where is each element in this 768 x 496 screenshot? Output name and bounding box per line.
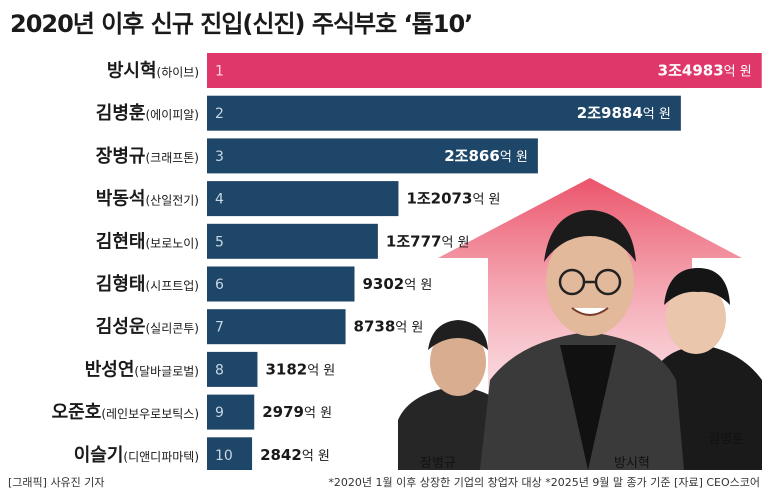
value-unit: 억 원 <box>500 150 528 165</box>
value-unit: 억 원 <box>441 235 469 250</box>
value-label: 1조777억 원 <box>386 232 470 250</box>
bar <box>207 223 378 259</box>
company-name: (레인보우로보틱스) <box>101 407 199 421</box>
person-name: 박동석 <box>96 189 146 210</box>
value-unit: 억 원 <box>395 321 423 336</box>
bar <box>207 95 681 131</box>
rank-label: 10 <box>215 448 233 464</box>
category-label: 방시혁(하이브) <box>107 60 199 82</box>
category-label: 김현태(보로노이) <box>96 231 199 252</box>
value-unit: 억 원 <box>643 107 671 122</box>
source: [자료] CEO스코어 <box>674 476 760 489</box>
person-name: 김성운 <box>96 317 146 338</box>
category-label: 이슬기(디앤디파마텍) <box>74 445 199 466</box>
photo-label-left: 장병규 <box>420 456 456 471</box>
category-label: 김형태(시프트업) <box>96 274 199 295</box>
bar <box>207 394 255 430</box>
category-label: 반성연(달바글로벌) <box>85 359 199 380</box>
bar <box>207 351 258 387</box>
category-label: 김병훈(에이피알) <box>96 102 199 124</box>
company-name: (보로노이) <box>145 236 199 250</box>
company-name: (산일전기) <box>145 194 199 208</box>
rank-label: 5 <box>215 234 224 250</box>
bar <box>207 309 346 345</box>
person-name: 김현태 <box>96 231 146 252</box>
value-label: 2979억 원 <box>262 403 332 421</box>
person-name: 김병훈 <box>96 102 146 124</box>
company-name: (디앤디파마텍) <box>123 450 199 464</box>
chart-title: 2020년 이후 신규 진입(신진) 주식부호 ‘톱10’ <box>10 10 473 38</box>
rank-label: 8 <box>215 362 224 378</box>
person-name: 이슬기 <box>74 445 124 466</box>
photo-label-right: 김병훈 <box>708 432 744 447</box>
person-name: 장병규 <box>96 146 146 167</box>
photo-label-center: 방시혁 <box>614 456 650 471</box>
bar <box>207 181 399 217</box>
person-name: 김형태 <box>96 274 146 295</box>
value-label: 9302억 원 <box>363 275 433 293</box>
value-unit: 억 원 <box>307 363 335 378</box>
category-label: 장병규(크래프톤) <box>96 146 199 167</box>
value-number: 2조9884 <box>577 104 643 122</box>
value-number: 9302 <box>363 275 405 293</box>
value-label: 1조2073억 원 <box>406 190 500 208</box>
company-name: (시프트업) <box>145 279 199 293</box>
value-unit: 억 원 <box>302 449 330 464</box>
value-number: 2842 <box>260 446 302 464</box>
value-number: 3182 <box>265 360 307 378</box>
company-name: (하이브) <box>157 66 199 80</box>
value-number: 2979 <box>262 403 304 421</box>
rank-label: 3 <box>215 149 224 165</box>
rank-label: 7 <box>215 320 224 336</box>
person-name: 반성연 <box>85 359 135 380</box>
value-number: 2조866 <box>444 147 500 165</box>
value-label: 2조866억 원 <box>444 147 528 165</box>
note-listing: *2020년 1월 이후 상장한 기업의 창업자 대상 <box>328 476 542 489</box>
value-label: 2조9884억 원 <box>577 104 671 122</box>
rank-label: 9 <box>215 405 224 421</box>
value-number: 1조2073 <box>406 190 472 208</box>
rank-label: 1 <box>215 64 224 80</box>
bar <box>207 266 355 302</box>
credit: [그래픽] 사유진 기자 <box>8 476 105 489</box>
value-number: 3조4983 <box>658 62 724 80</box>
person-name: 방시혁 <box>107 60 157 82</box>
category-label: 박동석(산일전기) <box>96 189 199 210</box>
company-name: (달바글로벌) <box>134 364 199 378</box>
value-unit: 억 원 <box>472 193 500 208</box>
value-label: 3182억 원 <box>265 360 335 378</box>
value-label: 8738억 원 <box>354 318 424 336</box>
rank-label: 4 <box>215 192 224 208</box>
rank-label: 6 <box>215 277 224 293</box>
value-number: 8738 <box>354 318 396 336</box>
person-name: 오준호 <box>52 402 102 423</box>
company-name: (실리콘투) <box>145 322 199 336</box>
category-label: 김성운(실리콘투) <box>96 317 199 338</box>
category-label: 오준호(레인보우로보틱스) <box>52 402 199 423</box>
value-label: 2842억 원 <box>260 446 330 464</box>
value-unit: 억 원 <box>404 278 432 293</box>
company-name: (에이피알) <box>145 108 199 122</box>
bar <box>207 53 762 88</box>
note-date: *2025년 9월 말 종가 기준 <box>545 476 671 489</box>
value-unit: 억 원 <box>304 406 332 421</box>
bar <box>207 437 253 470</box>
person-bang-sihyuk-photo <box>480 210 684 470</box>
value-unit: 억 원 <box>724 65 752 80</box>
value-number: 1조777 <box>386 232 442 250</box>
rank-label: 2 <box>215 106 224 122</box>
value-label: 3조4983억 원 <box>658 62 752 80</box>
bar <box>207 138 538 174</box>
company-name: (크래프톤) <box>145 151 199 165</box>
footer-notes: *2020년 1월 이후 상장한 기업의 창업자 대상 *2025년 9월 말 … <box>328 474 760 490</box>
